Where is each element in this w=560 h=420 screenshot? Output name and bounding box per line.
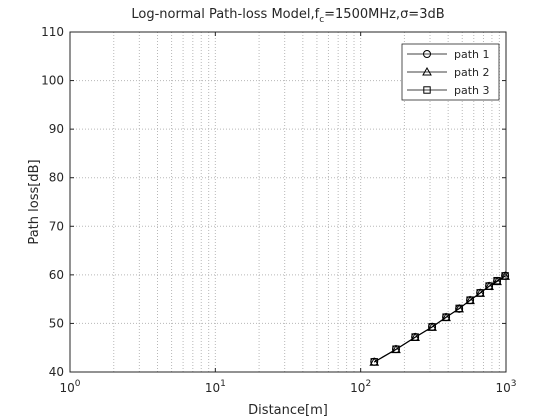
x-tick-label: 100 <box>59 379 80 395</box>
tick-base: 10 <box>59 381 74 395</box>
marker <box>411 333 419 341</box>
y-axis-label: Path loss[dB] <box>27 159 42 244</box>
marker <box>370 358 378 366</box>
marker <box>493 276 501 285</box>
marker <box>422 66 432 76</box>
legend-label: path 2 <box>454 66 490 79</box>
tick-exponent: 3 <box>511 379 517 389</box>
y-tick-label: 80 <box>49 171 64 185</box>
marker <box>455 304 463 313</box>
tick-exponent: 2 <box>365 379 371 389</box>
marker <box>466 296 474 304</box>
y-tick-label: 100 <box>41 74 64 88</box>
y-tick-label: 70 <box>49 219 64 233</box>
marker <box>485 282 493 290</box>
marker <box>428 323 436 331</box>
series-line <box>374 275 506 363</box>
series-line <box>374 275 506 363</box>
y-tick-label: 60 <box>49 268 64 282</box>
marker <box>423 50 431 58</box>
marker <box>442 313 450 321</box>
title-part: =1500MHz,σ=3dB <box>324 7 445 22</box>
marker <box>501 272 509 280</box>
y-tick-label: 40 <box>49 365 64 379</box>
x-axis-label: Distance[m] <box>248 403 328 418</box>
marker <box>423 86 431 94</box>
marker <box>392 345 400 353</box>
chart-title: Log-normal Path-loss Model,fc=1500MHz,σ=… <box>131 7 444 25</box>
tick-exponent: 1 <box>220 379 226 389</box>
y-tick-label: 50 <box>49 316 64 330</box>
x-tick-label: 102 <box>350 379 371 395</box>
y-tick-label: 90 <box>49 122 64 136</box>
tick-base: 10 <box>495 381 510 395</box>
tick-exponent: 0 <box>75 379 81 389</box>
axes-box <box>69 31 507 373</box>
x-tick-label: 101 <box>205 379 226 395</box>
title-part: Log-normal Path-loss Model,f <box>131 7 319 22</box>
tick-base: 10 <box>205 381 220 395</box>
x-tick-label: 103 <box>495 379 516 395</box>
y-tick-label: 110 <box>41 25 64 39</box>
legend-label: path 1 <box>454 48 490 61</box>
legend-label: path 3 <box>454 84 490 97</box>
marker <box>492 276 502 286</box>
marker <box>476 289 484 297</box>
title-subscript: c <box>319 15 324 25</box>
tick-base: 10 <box>350 381 365 395</box>
